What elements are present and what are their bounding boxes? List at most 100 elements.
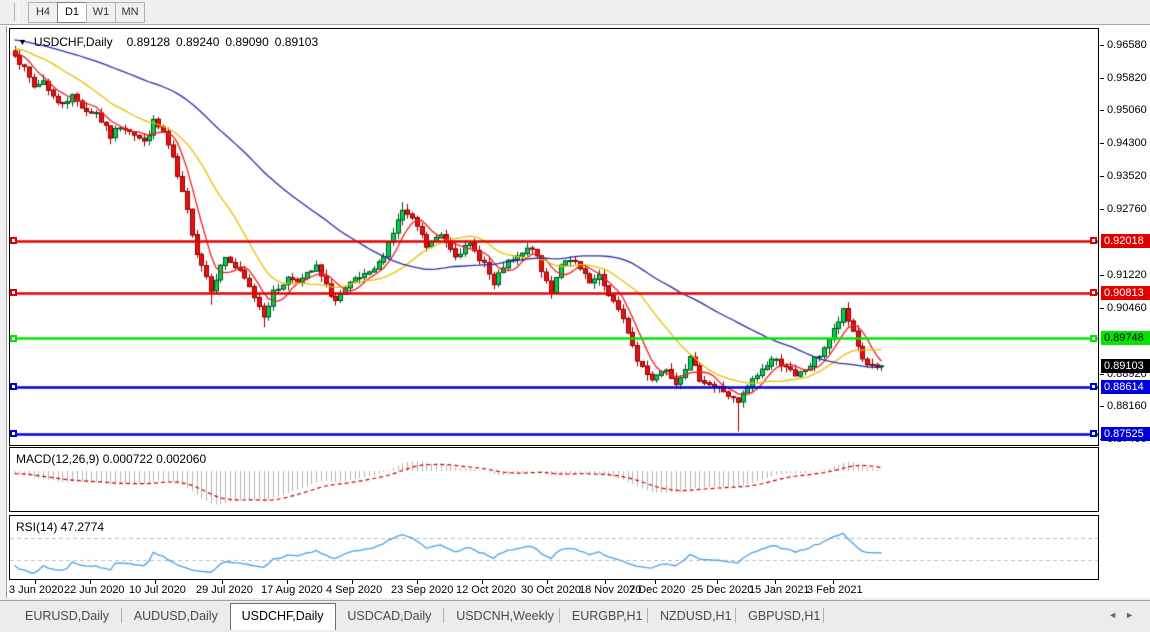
rsi-canvas[interactable] (10, 516, 1098, 579)
price-tick-mark (1100, 374, 1104, 375)
chart-tab-usdcad[interactable]: USDCAD,Daily (347, 609, 432, 623)
ohlc-open: 0.89128 (126, 35, 170, 49)
date-label: 25 Dec 2020 (691, 584, 754, 596)
chart-tab-eurgbp[interactable]: EURGBP,H1 (571, 609, 643, 623)
date-tick-mark (717, 580, 718, 584)
macd-panel[interactable]: MACD(12,26,9) 0.000722 0.002060 (9, 447, 1099, 512)
date-tick-mark (352, 580, 353, 584)
hline-handle[interactable] (1090, 430, 1097, 437)
date-tick-mark (482, 580, 483, 584)
date-tick-mark (417, 580, 418, 584)
hline-handle[interactable] (1090, 289, 1097, 296)
hline-handle[interactable] (1090, 335, 1097, 342)
chart-tab-bar: ◄► EURUSD,Daily AUDUSD,Daily USDCHF,Daily U… (0, 600, 1150, 632)
date-label: 15 Jan 2021 (749, 584, 810, 596)
symbol-period-label: USDCHF,Daily (33, 35, 113, 49)
date-tick-mark (287, 580, 288, 584)
timeframe-toolbar: H4 D1 W1 MN (0, 0, 1150, 25)
macd-canvas[interactable] (10, 448, 1098, 511)
tab-scroll-arrows[interactable]: ◄► (1108, 610, 1142, 620)
date-label: 29 Jul 2020 (196, 584, 253, 596)
date-tick-mark (155, 580, 156, 584)
rsi-panel[interactable]: RSI(14) 47.2774 (9, 515, 1099, 580)
date-label: 12 Oct 2020 (456, 584, 516, 596)
hline-handle[interactable] (10, 430, 17, 437)
tab-separator (120, 608, 122, 623)
rsi-label: RSI(14) 47.2774 (16, 520, 105, 534)
date-tick-mark (547, 580, 548, 584)
date-axis[interactable]: 3 Jun 2020 22 Jun 2020 10 Jul 2020 29 Jul 2… (9, 580, 1098, 598)
chart-window: ▼ USDCHF,Daily 0.89128 0.89240 0.89090 0.8910… (6, 26, 1150, 598)
date-label: 7 Dec 2020 (629, 584, 686, 596)
ohlc-high: 0.89240 (176, 35, 220, 49)
price-tick-mark (1100, 143, 1104, 144)
price-tick-mark (1100, 110, 1104, 111)
date-tick-mark (90, 580, 91, 584)
timeframe-button-mn[interactable]: MN (115, 2, 145, 23)
price-tag: 0.89748 (1101, 331, 1150, 345)
date-label: 10 Jul 2020 (129, 584, 186, 596)
chart-tab-gbpusd[interactable]: GBPUSD,H1 (748, 609, 821, 623)
tab-separator (443, 608, 445, 623)
date-tick-mark (35, 580, 36, 584)
tab-separator (735, 608, 737, 623)
date-label: 3 Feb 2021 (807, 584, 863, 596)
date-tick-mark (605, 580, 606, 584)
chart-title: ▼ USDCHF,Daily 0.89128 0.89240 0.89090 0.8910… (18, 35, 318, 49)
tab-scroll-left-icon[interactable]: ◄ (1108, 610, 1126, 620)
price-tick-label: 0.92760 (1107, 203, 1147, 215)
chart-tab-usdcnh[interactable]: USDCNH,Weekly (456, 609, 554, 623)
date-label: 30 Oct 2020 (521, 584, 581, 596)
ohlc-low: 0.89090 (225, 35, 269, 49)
date-label: 3 Jun 2020 (9, 584, 64, 596)
hline-handle[interactable] (10, 289, 17, 296)
tab-separator (558, 608, 560, 623)
hline-handle[interactable] (10, 383, 17, 390)
timeframe-button-h4[interactable]: H4 (28, 2, 58, 23)
date-label: 23 Sep 2020 (391, 584, 454, 596)
price-axis[interactable]: 0.96580 0.95820 0.95060 0.94300 0.93520 0.927… (1100, 28, 1150, 584)
price-tick-mark (1100, 78, 1104, 79)
hline-handle[interactable] (10, 237, 17, 244)
chart-tab-audusd[interactable]: AUDUSD,Daily (133, 609, 218, 623)
price-tick-label: 0.94300 (1107, 137, 1147, 149)
price-tick-label: 0.88160 (1107, 400, 1147, 412)
tab-separator (823, 608, 825, 623)
date-label: 17 Aug 2020 (261, 584, 323, 596)
chart-tab-usdchf[interactable]: USDCHF,Daily (229, 603, 336, 630)
price-tag: 0.88614 (1101, 380, 1150, 394)
price-tag: 0.87525 (1101, 427, 1150, 441)
price-tick-mark (1100, 45, 1104, 46)
price-tick-label: 0.91220 (1107, 269, 1147, 281)
chart-tab-nzdusd[interactable]: NZDUSD,H1 (660, 609, 732, 623)
price-tick-mark (1100, 209, 1104, 210)
price-tick-mark (1100, 406, 1104, 407)
timeframe-button-w1[interactable]: W1 (86, 2, 116, 23)
price-tag: 0.89103 (1101, 359, 1150, 373)
price-tick-label: 0.96580 (1107, 39, 1147, 51)
price-tick-label: 0.93520 (1107, 170, 1147, 182)
price-tag: 0.90813 (1101, 286, 1150, 300)
price-chart-panel[interactable]: ▼ USDCHF,Daily 0.89128 0.89240 0.89090 0.8910… (9, 28, 1099, 446)
date-label: 22 Jun 2020 (64, 584, 125, 596)
hline-handle[interactable] (10, 335, 17, 342)
ohlc-close: 0.89103 (274, 35, 319, 49)
toolbar-grip-icon (14, 3, 19, 21)
price-tick-mark (1100, 275, 1104, 276)
price-tick-mark (1100, 308, 1104, 309)
price-tag: 0.92018 (1101, 234, 1150, 248)
hline-handle[interactable] (1090, 237, 1097, 244)
price-chart-canvas[interactable] (10, 29, 1098, 445)
hline-handle[interactable] (1090, 383, 1097, 390)
price-tick-label: 0.95060 (1107, 104, 1147, 116)
dropdown-arrow-icon[interactable]: ▼ (18, 37, 27, 47)
chart-tab-eurusd[interactable]: EURUSD,Daily (25, 609, 110, 623)
date-tick-mark (222, 580, 223, 584)
macd-label: MACD(12,26,9) 0.000722 0.002060 (16, 452, 207, 466)
tab-scroll-right-icon[interactable]: ► (1125, 610, 1142, 620)
date-tick-mark (833, 580, 834, 584)
date-tick-mark (775, 580, 776, 584)
tab-separator (647, 608, 648, 623)
timeframe-button-d1[interactable]: D1 (57, 2, 87, 23)
price-tick-mark (1100, 176, 1104, 177)
